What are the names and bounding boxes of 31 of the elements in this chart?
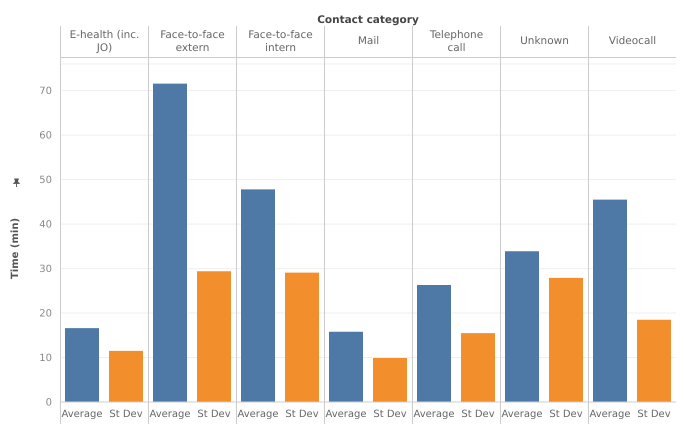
chart-title: Mail [324,26,412,58]
x-tick-label: Average [149,409,191,420]
y-tick-label: 60 [39,130,52,142]
x-tick-label: St Dev [373,409,407,420]
chart-title: Face-to-face intern [236,26,324,58]
x-tick-label: St Dev [549,409,583,420]
x-tick-label: St Dev [285,409,319,420]
x-tick-label: Average [589,409,631,420]
text: Contact category [317,14,419,26]
x-tick-label: St Dev [197,409,231,420]
chart-title: Unknown [500,26,588,58]
x-tick-label: St Dev [109,409,143,420]
y-tick-label: 30 [39,264,52,276]
x-tick-label: Average [501,409,543,420]
chart-title: Videocall [588,26,676,58]
y-tick-label: 10 [39,353,52,364]
y-tick-label: 70 [39,86,52,98]
chart-title: Face-to-face extern [148,26,236,58]
x-tick-label: St Dev [461,409,495,420]
x-tick-label: Average [413,409,455,420]
x-tick-label: St Dev [637,409,671,420]
x-tick-label: Average [237,409,279,420]
chart-title: Telephone call [412,26,500,58]
y-tick-label: 0 [46,398,52,409]
y-tick-label: 40 [39,220,52,231]
y-axis-title: Time (min) [10,217,22,279]
y-tick-label: 50 [39,175,52,186]
x-tick-label: Average [61,409,103,420]
y-tick-label: 20 [39,308,52,320]
chart-title: E-health (inc. JO) [60,26,148,58]
x-tick-label: Average [325,409,367,420]
